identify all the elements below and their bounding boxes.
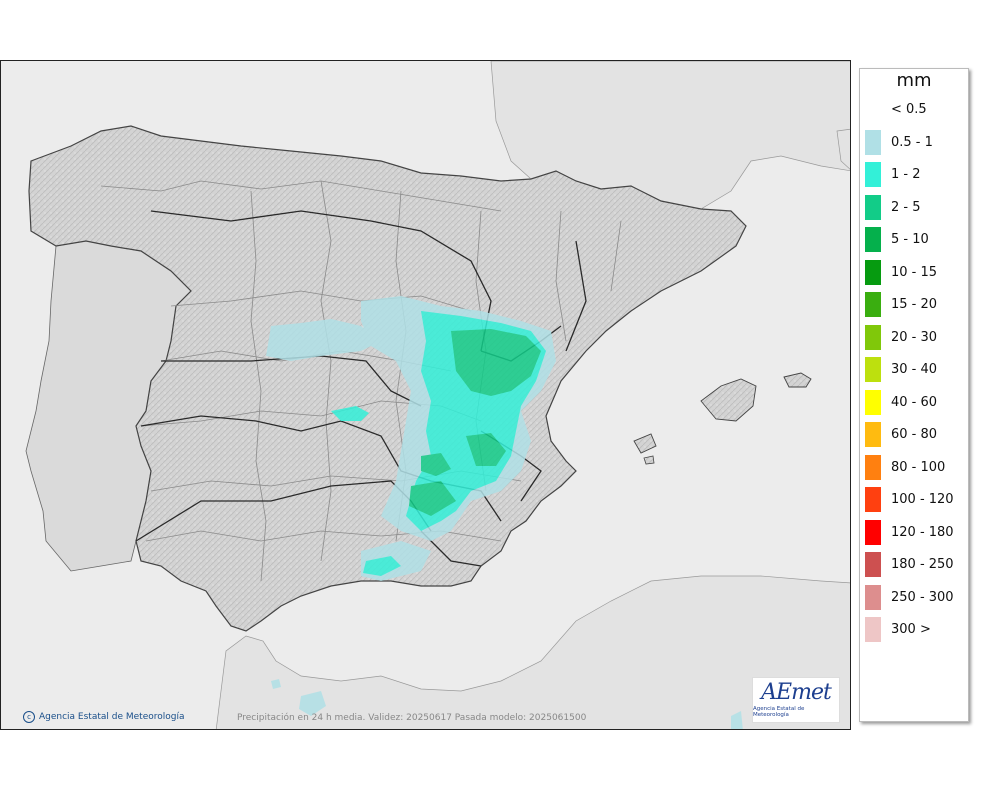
aemet-logo: AEmet Agencia Estatal de Meteorología bbox=[752, 677, 840, 723]
precip-2-5-mm-area-low bbox=[421, 453, 451, 476]
map-canvas bbox=[25, 61, 850, 729]
north-africa-landmass bbox=[215, 575, 850, 729]
sardinia-landmass bbox=[836, 128, 850, 170]
legend-swatch bbox=[865, 617, 881, 642]
legend-item: 40 - 60 bbox=[865, 389, 938, 415]
legend-swatch bbox=[865, 324, 881, 350]
precip-0-5-1-mm-area-se bbox=[731, 711, 743, 729]
legend-swatch bbox=[865, 454, 881, 480]
legend-label: 80 - 100 bbox=[891, 459, 946, 475]
legend-item: 0.5 - 1 bbox=[865, 129, 933, 155]
precip-2-5-mm-area-mid bbox=[466, 433, 506, 466]
legend-label: 15 - 20 bbox=[891, 297, 938, 312]
legend-item: 80 - 100 bbox=[865, 454, 946, 480]
legend-item: 300 > bbox=[865, 617, 931, 642]
spain-landmass bbox=[28, 125, 747, 632]
legend-label: 1 - 2 bbox=[891, 167, 921, 182]
legend-swatch bbox=[865, 129, 881, 155]
legend-label: 5 - 10 bbox=[891, 232, 929, 247]
legend-label: 120 - 180 bbox=[891, 524, 954, 540]
legend-label: 300 > bbox=[891, 622, 931, 637]
legend-label: 40 - 60 bbox=[891, 394, 938, 410]
precip-2-5-mm-area bbox=[451, 329, 541, 396]
legend-label: 60 - 80 bbox=[891, 427, 938, 442]
legend-swatch bbox=[865, 389, 881, 415]
legend-swatch bbox=[865, 357, 881, 382]
map-caption: Precipitación en 24 h media. Validez: 20… bbox=[237, 713, 587, 723]
legend-item: 1 - 2 bbox=[865, 162, 921, 187]
legend-swatch bbox=[865, 584, 881, 610]
mallorca-island bbox=[700, 378, 757, 422]
precip-0-5-1-mm-area-west bbox=[266, 319, 381, 361]
legend-item: 15 - 20 bbox=[865, 292, 937, 317]
legend-swatch bbox=[865, 162, 881, 187]
legend-label: 30 - 40 bbox=[891, 362, 938, 377]
legend-item: 60 - 80 bbox=[865, 422, 937, 447]
precip-0-5-1-mm-area-africa-2 bbox=[271, 679, 281, 689]
legend-item: < 0.5 bbox=[865, 97, 927, 122]
precipitation-overlay bbox=[266, 296, 743, 729]
legend-label: < 0.5 bbox=[891, 102, 927, 117]
legend-item: 180 - 250 bbox=[865, 552, 954, 577]
agency-credit: c Agencia Estatal de Meteorología bbox=[23, 711, 185, 723]
legend-item: 100 - 120 bbox=[865, 487, 954, 512]
legend-swatch bbox=[865, 552, 881, 577]
menorca-island bbox=[783, 372, 812, 388]
precipitation-map: c Agencia Estatal de Meteorología Precip… bbox=[0, 60, 851, 730]
copyright-icon: c bbox=[23, 711, 35, 723]
legend-swatch bbox=[865, 259, 881, 285]
aemet-logo-word: AEmet bbox=[761, 680, 832, 705]
legend-label: 250 - 300 bbox=[891, 589, 954, 605]
legend-swatch bbox=[865, 519, 881, 545]
legend-item: 30 - 40 bbox=[865, 357, 937, 382]
legend-swatch bbox=[865, 422, 881, 447]
legend-item: 10 - 15 bbox=[865, 259, 938, 285]
legend-item: 250 - 300 bbox=[865, 584, 954, 610]
agency-credit-text: Agencia Estatal de Meteorología bbox=[39, 712, 185, 722]
precip-1-2-mm-area-south bbox=[363, 556, 401, 576]
legend-swatch bbox=[865, 487, 881, 512]
legend-swatch bbox=[865, 194, 881, 220]
precipitation-legend: mm < 0.5 0.5 - 1 1 - 2 2 - 5 5 - 10 10 - 15 15… bbox=[859, 68, 969, 722]
legend-swatch bbox=[865, 227, 881, 252]
legend-label: 10 - 15 bbox=[891, 264, 938, 280]
legend-swatch bbox=[865, 97, 881, 122]
legend-label: 20 - 30 bbox=[891, 329, 938, 345]
legend-item: 20 - 30 bbox=[865, 324, 938, 350]
legend-item: 5 - 10 bbox=[865, 227, 929, 252]
aemet-logo-subtitle: Agencia Estatal de Meteorología bbox=[753, 706, 805, 718]
precip-1-2-mm-area-west bbox=[331, 406, 369, 421]
legend-label: 100 - 120 bbox=[891, 492, 954, 507]
legend-item: 2 - 5 bbox=[865, 194, 921, 220]
legend-label: 2 - 5 bbox=[891, 199, 921, 215]
legend-title: mm bbox=[896, 70, 932, 91]
ibiza-island bbox=[633, 433, 657, 454]
legend-label: 0.5 - 1 bbox=[891, 134, 933, 150]
precip-2-5-mm-area-bottom bbox=[409, 481, 456, 516]
legend-label: 180 - 250 bbox=[891, 557, 954, 572]
formentera-island bbox=[643, 455, 655, 465]
precip-0-5-1-mm-area-africa bbox=[299, 691, 326, 716]
legend-swatch bbox=[865, 292, 881, 317]
legend-item: 120 - 180 bbox=[865, 519, 954, 545]
